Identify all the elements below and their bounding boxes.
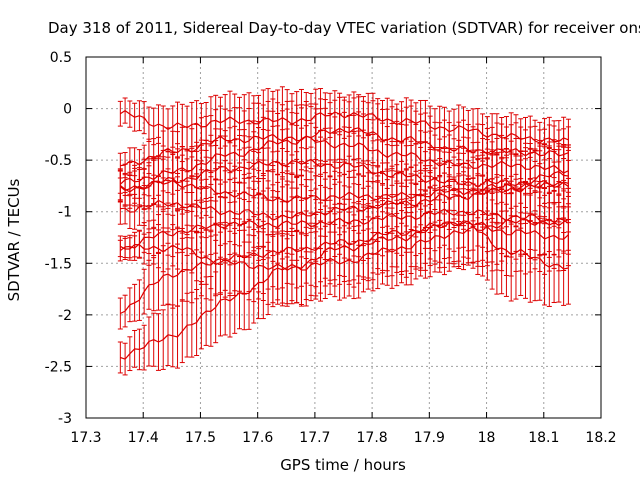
y-tick-label: -1.5 bbox=[45, 256, 72, 272]
x-tick-label: 17.7 bbox=[299, 430, 330, 446]
plot-frame bbox=[85, 56, 602, 419]
x-tick-label: 17.6 bbox=[242, 430, 273, 446]
x-tick-label: 17.4 bbox=[128, 430, 159, 446]
x-tick-label: 17.8 bbox=[357, 430, 388, 446]
axis-ticks: 17.3 17.4 17.5 17.6 17.7 17.8 17.9 18 18.1 18.2 0.… bbox=[45, 50, 617, 446]
y-tick-label: -3 bbox=[58, 411, 72, 427]
y-tick-label: -1 bbox=[58, 205, 72, 221]
y-tick-label: -2 bbox=[58, 308, 72, 324]
y-tick-label: 0.5 bbox=[50, 50, 72, 66]
x-tick-label: 18.2 bbox=[585, 430, 616, 446]
series-line bbox=[120, 217, 569, 271]
y-axis-label: SDTVAR / TECUs bbox=[5, 178, 23, 301]
series-s10 bbox=[117, 182, 571, 307]
y-tick-label: 0 bbox=[63, 102, 72, 118]
y-tick-label: -2.5 bbox=[45, 359, 72, 375]
x-tick-label: 17.3 bbox=[70, 430, 101, 446]
x-tick-label: 17.9 bbox=[414, 430, 445, 446]
x-tick-label: 18 bbox=[478, 430, 496, 446]
x-tick-label: 18.1 bbox=[528, 430, 559, 446]
y-tick-label: -0.5 bbox=[45, 153, 72, 169]
series-group bbox=[117, 86, 571, 376]
x-tick-label: 17.5 bbox=[185, 430, 216, 446]
x-axis-label: GPS time / hours bbox=[280, 456, 406, 474]
chart-title: Day 318 of 2011, Sidereal Day-to-day VTE… bbox=[48, 19, 640, 37]
